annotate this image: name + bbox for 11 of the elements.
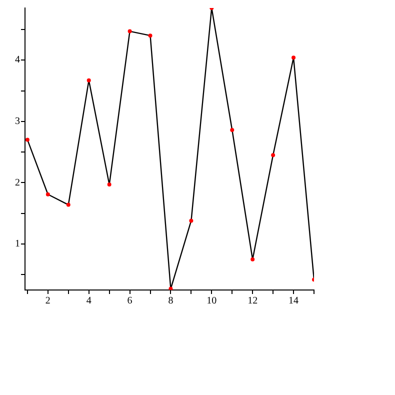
- y-tick-label: 2: [15, 177, 20, 188]
- x-tick-label: 10: [206, 296, 217, 307]
- y-tick-label: 4: [15, 54, 20, 66]
- y-tick-label: 1: [15, 238, 20, 250]
- x-tick-label: 14: [288, 296, 299, 307]
- x-tick-label: 8: [168, 296, 174, 307]
- y-tick-label: 3: [15, 116, 20, 128]
- x-tick-label: 6: [127, 296, 132, 307]
- x-tick-label: 4: [86, 296, 92, 307]
- x-tick-label: 2: [45, 296, 50, 307]
- x-tick-label: 12: [248, 296, 258, 307]
